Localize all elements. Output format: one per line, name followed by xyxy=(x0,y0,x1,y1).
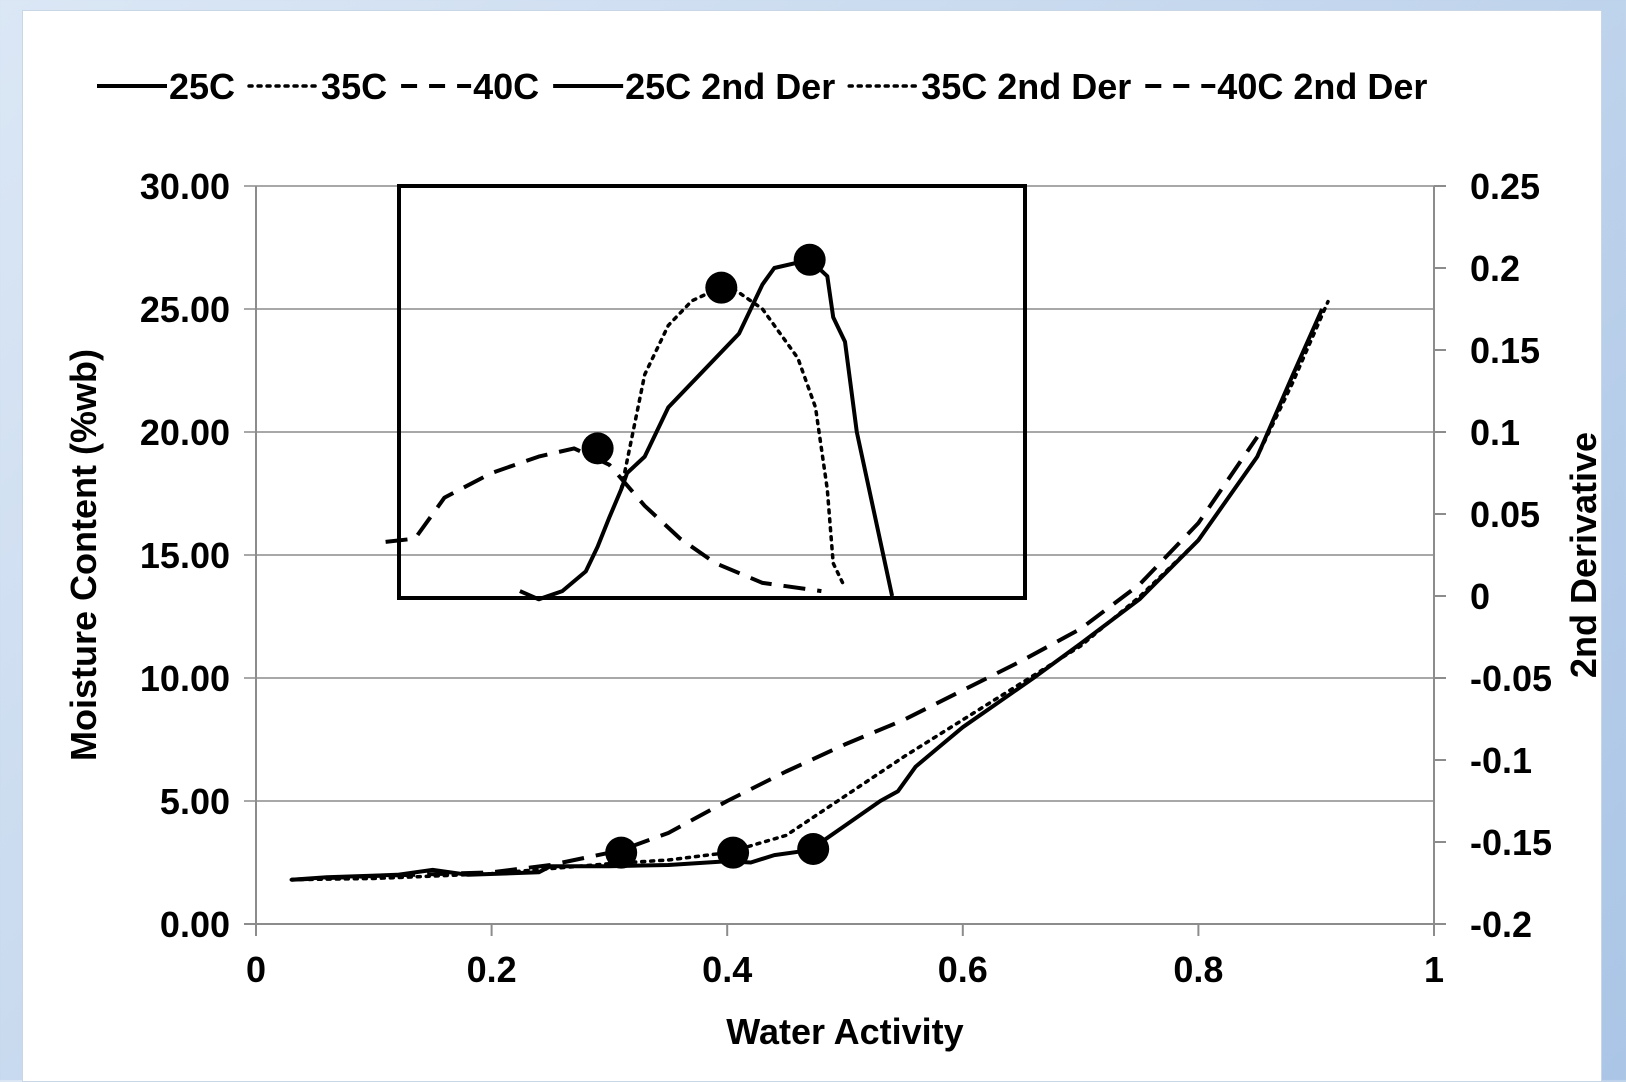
y-tick-label: 25.00 xyxy=(140,289,230,330)
y2-tick-label: 0.2 xyxy=(1470,248,1520,289)
marker-point xyxy=(717,836,750,869)
marker-point xyxy=(793,243,826,276)
grid-layer xyxy=(244,185,1446,936)
x-tick-label: 1 xyxy=(1424,949,1444,990)
legend-label: 40C 2nd Der xyxy=(1217,66,1427,107)
legend-label: 35C 2nd Der xyxy=(921,66,1131,107)
y2-tick-label: -0.2 xyxy=(1470,904,1532,945)
marker-point xyxy=(605,836,638,869)
x-tick-label: 0.2 xyxy=(467,949,517,990)
legend-label: 25C xyxy=(169,66,235,107)
y2-tick-label: 0.25 xyxy=(1470,166,1540,207)
inset-layer xyxy=(397,184,1027,600)
y2-tick-label: 0.15 xyxy=(1470,330,1540,371)
series-line xyxy=(291,435,1259,882)
marker-point xyxy=(581,432,614,465)
chart-panel xyxy=(22,10,1602,1082)
y-tick-label: 15.00 xyxy=(140,535,230,576)
y2-axis-title: 2nd Derivative xyxy=(1563,432,1604,678)
marker-point xyxy=(705,271,738,304)
y2-tick-label: -0.15 xyxy=(1470,822,1552,863)
y2-tick-label: 0.05 xyxy=(1470,494,1540,535)
y2-tick-label: -0.05 xyxy=(1470,658,1552,699)
legend-label: 35C xyxy=(321,66,387,107)
marker-point xyxy=(797,832,830,865)
tick-layer: 0.00 5.00 10.00 15.00 20.00 25.00 30.00 -0.2 -0.… xyxy=(140,166,1552,990)
legend-label: 25C 2nd Der xyxy=(625,66,835,107)
legend-label: 40C xyxy=(473,66,539,107)
x-axis-title: Water Activity xyxy=(726,1011,963,1052)
y2-tick-label: 0 xyxy=(1470,576,1490,617)
series-line xyxy=(519,257,895,602)
series-line xyxy=(289,299,1330,882)
legend: 25C 35C 40C 25C 2nd Der 35C 2nd Der 40C 2nd D… xyxy=(97,66,1427,107)
inset-box xyxy=(397,184,1027,600)
y2-tick-label: 0.1 xyxy=(1470,412,1520,453)
series-line xyxy=(291,308,1324,882)
y-tick-label: 10.00 xyxy=(140,658,230,699)
y2-tick-label: -0.1 xyxy=(1470,740,1532,781)
series-layer xyxy=(289,257,1330,882)
y-axis-title: Moisture Content (%wb) xyxy=(63,349,104,761)
marker-layer xyxy=(581,243,830,869)
series-line xyxy=(385,446,822,594)
y-tick-label: 5.00 xyxy=(160,781,230,822)
y-tick-label: 30.00 xyxy=(140,166,230,207)
y-tick-label: 20.00 xyxy=(140,412,230,453)
series-line xyxy=(619,282,847,590)
y-tick-label: 0.00 xyxy=(160,904,230,945)
x-tick-label: 0.6 xyxy=(938,949,988,990)
x-tick-label: 0.8 xyxy=(1173,949,1223,990)
x-tick-label: 0.4 xyxy=(702,949,752,990)
x-tick-label: 0 xyxy=(246,949,266,990)
